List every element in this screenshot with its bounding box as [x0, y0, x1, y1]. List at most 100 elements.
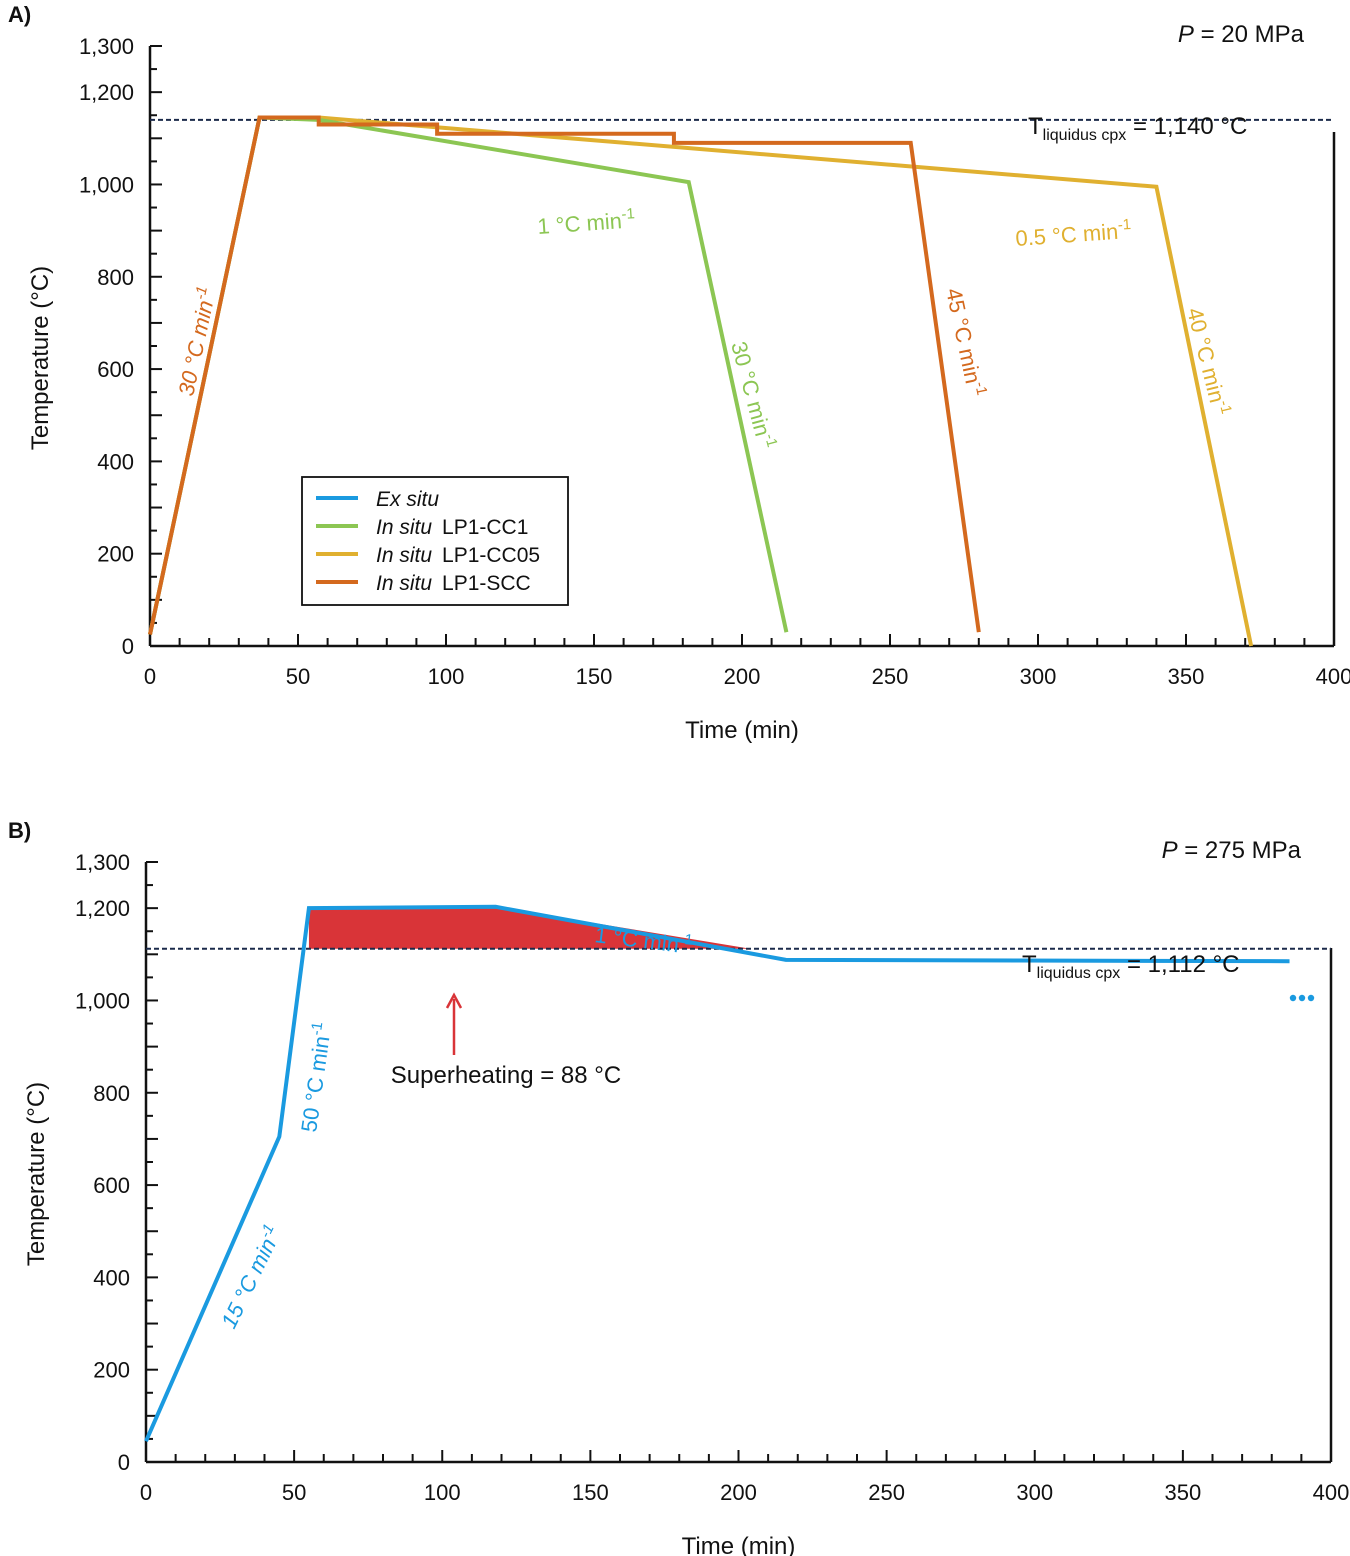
x-tick-label: 350	[1168, 664, 1205, 689]
rate-label-cooling-1: 1 °C min-1	[593, 920, 694, 959]
continuation-dot	[1307, 994, 1315, 1002]
series-line-ex-situ	[144, 904, 1290, 1443]
pressure-value: = 275 MPa	[1178, 837, 1302, 864]
liquidus-symbol: T	[1022, 951, 1037, 978]
x-tick-label: 400	[1313, 1480, 1350, 1505]
legend-label-italic: In situ	[376, 572, 432, 595]
x-tick-label: 50	[282, 1480, 306, 1505]
legend-label-italic: In situ	[376, 516, 432, 539]
rate-label-heating-50: 50 °C min-1	[294, 1021, 336, 1134]
rate-label-cc05-40-exponent: -1	[1215, 399, 1235, 416]
superheating-area	[308, 906, 751, 949]
rate-label-scc-45-text: 45 °C min	[941, 286, 986, 386]
legend-label: In situ LP1-CC05	[376, 544, 540, 567]
x-tick-label: 300	[1020, 664, 1057, 689]
pressure-symbol: P	[1178, 21, 1194, 48]
liquidus-label: Tliquidus cpx = 1,112 °C	[1022, 951, 1240, 982]
rate-label-scc-45-exponent: -1	[971, 380, 990, 397]
y-tick-label: 1,300	[79, 34, 134, 59]
x-tick-label: 200	[724, 664, 761, 689]
x-tick-label: 150	[572, 1480, 609, 1505]
x-tick-label: 0	[144, 664, 156, 689]
x-axis-title: Time (min)	[682, 1533, 796, 1556]
liquidus-symbol: T	[1028, 113, 1043, 140]
x-tick-label: 150	[576, 664, 613, 689]
y-tick-label: 0	[118, 1450, 130, 1475]
y-tick-label: 600	[97, 357, 134, 382]
y-tick-label: 1,300	[75, 850, 130, 875]
panel-label: A)	[8, 2, 31, 27]
rate-label-heating-30-exponent: -1	[192, 285, 211, 302]
legend-label-name: LP1-CC1	[442, 516, 528, 539]
superheating-annotation: Superheating = 88 °C	[391, 992, 1315, 1089]
y-tick-label: 1,000	[79, 172, 134, 197]
rate-label-scc-45: 45 °C min-1	[941, 285, 990, 398]
rate-label-cc1-30-exponent: -1	[761, 432, 781, 449]
panel-label: B)	[8, 818, 31, 843]
y-tick-label: 800	[93, 1081, 130, 1106]
rate-label-heating-50-text: 50 °C min	[296, 1034, 334, 1133]
y-tick-label: 200	[97, 542, 134, 567]
y-tick-label: 1,200	[75, 896, 130, 921]
x-tick-label: 50	[286, 664, 310, 689]
x-tick-label: 300	[1016, 1480, 1053, 1505]
legend-item: In situ LP1-CC1	[316, 516, 528, 539]
x-tick-label: 350	[1165, 1480, 1202, 1505]
legend-item: Ex situ	[316, 488, 439, 511]
x-tick-label: 0	[140, 1480, 152, 1505]
legend-item: In situ LP1-CC05	[316, 544, 540, 567]
legend-label-name: LP1-SCC	[442, 572, 531, 595]
y-tick-label: 400	[97, 449, 134, 474]
pressure-label: P = 20 MPa	[1178, 21, 1305, 48]
rate-label-cooling-1-text: 1 °C min	[593, 922, 680, 957]
liquidus-subscript: liquidus cpx	[1037, 965, 1121, 982]
superheating-arrow-head	[445, 992, 463, 1009]
liquidus-value: = 1,112 °C	[1120, 951, 1239, 978]
y-axis-title: Temperature (°C)	[23, 1082, 50, 1266]
liquidus-value: = 1,140 °C	[1126, 113, 1247, 140]
legend-label-name: LP1-CC05	[442, 544, 540, 567]
rate-label-cc1-1-exponent: -1	[621, 205, 635, 223]
chart-panel-b: B) 0 200 400 600 800 1,000 1,200 1,300 0 50 100 150 2…	[8, 818, 1349, 1556]
pressure-symbol: P	[1162, 837, 1178, 864]
pressure-label: P = 275 MPa	[1162, 837, 1302, 864]
y-tick-label: 1,200	[79, 80, 134, 105]
legend-label: Ex situ	[376, 488, 439, 511]
x-tick-label: 200	[720, 1480, 757, 1505]
rate-label-cc05-0-5-exponent: -1	[1117, 216, 1131, 234]
x-tick-label: 100	[424, 1480, 461, 1505]
y-axis-title: Temperature (°C)	[27, 266, 54, 450]
liquidus-label: Tliquidus cpx = 1,140 °C	[1028, 113, 1247, 144]
y-tick-label: 0	[122, 634, 134, 659]
x-tick-label: 250	[872, 664, 909, 689]
rate-label-heating-15: 15 °C min-1	[214, 1221, 287, 1332]
y-tick-label: 400	[93, 1265, 130, 1290]
legend-label: In situ LP1-SCC	[376, 572, 531, 595]
x-axis-title: Time (min)	[685, 717, 799, 744]
y-tick-label: 200	[93, 1358, 130, 1383]
legend-label: In situ LP1-CC1	[376, 516, 528, 539]
rate-label-cc05-40: 40 °C min-1	[1182, 305, 1235, 418]
legend-label-italic: Ex situ	[376, 488, 439, 511]
rate-label-cc05-0-5-text: 0.5 °C min	[1015, 219, 1119, 251]
y-tick-label: 800	[97, 265, 134, 290]
chart-panel-a: A) 0 200 400 600 800 1,000 1,200 1,300 0 50 100 150 2…	[8, 2, 1350, 744]
superheating-label: Superheating = 88 °C	[391, 1062, 621, 1089]
x-tick-label: 100	[428, 664, 465, 689]
x-tick-label: 400	[1316, 664, 1350, 689]
y-tick-label: 1,000	[75, 988, 130, 1013]
rate-label-cc05-0-5: 0.5 °C min-1	[1014, 216, 1132, 251]
rate-label-cc1-1-text: 1 °C min	[537, 208, 623, 239]
legend-item: In situ LP1-SCC	[316, 572, 531, 595]
liquidus-subscript: liquidus cpx	[1043, 127, 1127, 144]
pressure-value: = 20 MPa	[1194, 21, 1305, 48]
series-line-in-situ-lp1-scc	[148, 115, 981, 635]
continuation-dot	[1289, 994, 1297, 1002]
rate-label-cc1-1: 1 °C min-1	[536, 205, 636, 239]
y-tick-label: 600	[93, 1173, 130, 1198]
x-tick-label: 250	[868, 1480, 905, 1505]
rate-label-cooling-1-exponent: -1	[679, 930, 694, 948]
